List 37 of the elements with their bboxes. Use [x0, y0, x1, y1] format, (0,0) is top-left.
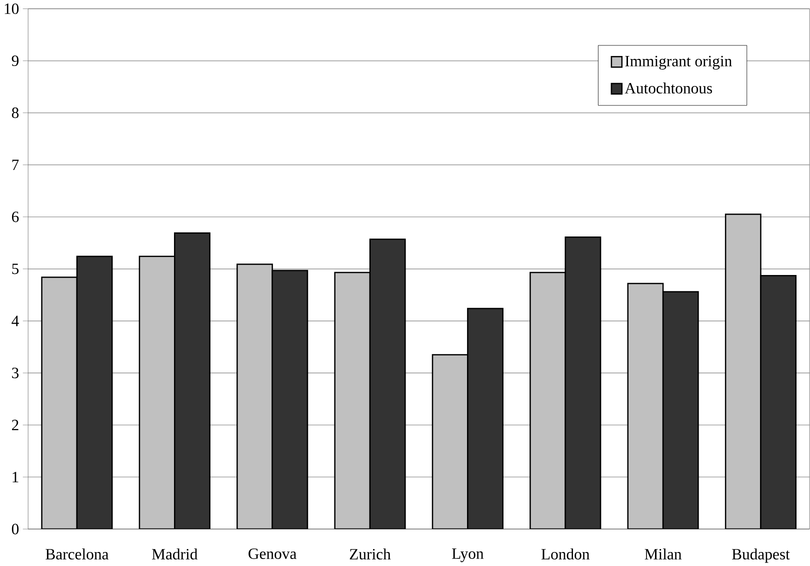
y-tick-label: 1	[12, 472, 18, 482]
bar	[432, 354, 468, 529]
y-tick-label: 6	[12, 212, 19, 222]
x-tick-label: Genova	[248, 548, 296, 559]
x-tick-label: Milan	[644, 548, 682, 560]
y-tick-label: 4	[12, 316, 19, 326]
y-tick-label: 7	[12, 160, 19, 170]
bar	[628, 283, 664, 529]
bar	[760, 274, 797, 529]
legend-label: Autochtonous	[624, 82, 712, 94]
bar	[42, 277, 77, 529]
x-tick-label: Budapest	[732, 548, 790, 563]
bar	[174, 232, 210, 529]
bar	[468, 308, 503, 529]
y-tick-label: 10	[4, 3, 19, 14]
bar	[530, 272, 566, 529]
y-tick-label: 5	[12, 264, 19, 274]
bar	[334, 272, 370, 529]
legend-label: Immigrant origin	[625, 56, 732, 70]
y-tick-label: 2	[12, 420, 18, 430]
bar	[565, 237, 601, 529]
y-tick-label: 0	[12, 524, 19, 534]
x-tick-label: Barcelona	[46, 548, 109, 560]
x-tick-label: London	[541, 548, 590, 560]
x-tick-label: Zurich	[350, 548, 391, 560]
bar	[272, 270, 308, 529]
y-tick-label: 3	[12, 368, 19, 378]
bar	[139, 256, 175, 529]
bar	[663, 292, 698, 529]
bar	[237, 264, 272, 529]
y-tick-label: 8	[12, 107, 19, 118]
bar	[724, 214, 762, 529]
x-tick-label: Lyon	[452, 548, 484, 562]
x-tick-label: Madrid	[152, 548, 198, 560]
bar	[370, 239, 406, 529]
y-tick-label: 9	[12, 55, 19, 66]
bar	[76, 256, 112, 529]
